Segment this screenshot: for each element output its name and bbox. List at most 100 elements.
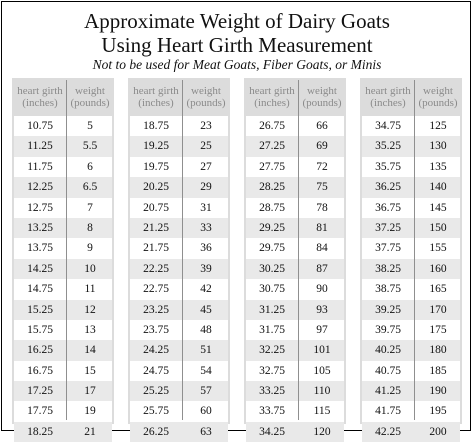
heart-girth-cell: 27.25	[259, 140, 285, 153]
heart-girth-cell: 18.75	[143, 120, 169, 132]
weight-cell: 10	[84, 262, 96, 275]
table-row: 31.25 93	[246, 299, 344, 320]
heart-girth-cell: 25.25	[143, 385, 169, 398]
heart-girth-cell: 11.25	[27, 140, 53, 153]
table-row: 15.75 13	[14, 319, 112, 341]
column-header-heart-girth: heart girth (inches)	[17, 85, 63, 109]
table-row: 17.25 17	[14, 381, 112, 402]
column-header-heart-girth: heart girth (inches)	[365, 85, 411, 109]
weight-cell: 90	[316, 283, 328, 296]
table-row: 12.75 7	[14, 197, 112, 218]
weight-cell: 69	[316, 140, 328, 153]
weight-cell: 48	[200, 323, 212, 336]
weight-cell: 195	[429, 405, 447, 418]
table-row: 21.25 33	[130, 217, 228, 239]
table-row: 17.75 19	[14, 401, 112, 422]
heart-girth-cell: 33.75	[259, 405, 285, 418]
weight-cell: 125	[429, 120, 447, 132]
heart-girth-cell: 40.75	[375, 364, 401, 377]
heart-girth-cell: 25.75	[143, 405, 169, 418]
heart-girth-cell: 42.25	[375, 425, 401, 438]
table-row: 20.25 29	[130, 177, 228, 198]
weight-cell: 21	[84, 425, 96, 438]
heart-girth-cell: 16.75	[27, 364, 53, 377]
table-row: 34.25 120	[246, 421, 344, 442]
table-row: 19.25 25	[130, 136, 228, 157]
page-title-line-2: Using Heart Girth Measurement	[101, 33, 373, 57]
heart-girth-cell: 26.75	[259, 120, 285, 132]
table-header: heart girth (inches) weight (pounds)	[360, 78, 462, 116]
table-row: 25.75 60	[130, 401, 228, 422]
heart-girth-cell: 39.75	[375, 323, 401, 336]
heart-girth-cell: 36.75	[375, 201, 401, 214]
weight-cell: 75	[316, 181, 328, 194]
column-divider	[182, 80, 183, 420]
heart-girth-cell: 26.25	[143, 425, 169, 438]
table-body: 18.75 23 19.25 25 19.75 27 20.25 29 20.75 31 21.25…	[130, 116, 228, 442]
column-divider	[414, 80, 415, 420]
column-header-weight: weight (pounds)	[70, 85, 110, 109]
heart-girth-cell: 32.75	[259, 364, 285, 377]
table-row: 38.25 160	[362, 258, 460, 280]
table-row: 26.25 63	[130, 421, 228, 442]
heart-girth-cell: 34.75	[375, 120, 401, 132]
table-row: 41.25 190	[362, 381, 460, 402]
column-header-heart-girth: heart girth (inches)	[133, 85, 179, 109]
weight-cell: 175	[429, 323, 447, 336]
table-panel-2: heart girth (inches) weight (pounds) 18.75…	[128, 78, 230, 442]
table-row: 40.75 185	[362, 360, 460, 382]
heart-girth-cell: 37.75	[375, 242, 401, 255]
table-row: 30.25 87	[246, 258, 344, 280]
table-row: 13.75 9	[14, 238, 112, 259]
heart-girth-cell: 35.75	[375, 160, 401, 173]
weight-cell: 130	[429, 140, 447, 153]
heart-girth-cell: 10.75	[27, 120, 53, 132]
heart-girth-cell: 21.75	[143, 242, 169, 255]
weight-cell: 33	[200, 221, 212, 234]
heart-girth-cell: 20.25	[143, 181, 169, 194]
heart-girth-cell: 32.25	[259, 344, 285, 357]
heart-girth-cell: 24.25	[143, 344, 169, 357]
weight-cell: 170	[429, 303, 447, 316]
weight-cell: 101	[313, 344, 331, 357]
table-row: 20.75 31	[130, 197, 228, 218]
table-row: 42.25 200	[362, 421, 460, 442]
table-row: 26.75 66	[246, 116, 344, 137]
table-row: 18.25 21	[14, 421, 112, 442]
weight-cell: 5.5	[82, 140, 98, 153]
column-header-weight: weight (pounds)	[418, 85, 458, 109]
weight-cell: 11	[84, 283, 96, 296]
table-row: 39.75 175	[362, 319, 460, 341]
table-header: heart girth (inches) weight (pounds)	[244, 78, 346, 116]
table-body: 26.75 66 27.25 69 27.75 72 28.25 75 28.75 78 29.25…	[246, 116, 344, 442]
heart-girth-cell: 14.75	[27, 283, 53, 296]
heart-girth-cell: 22.75	[143, 283, 169, 296]
heart-girth-cell: 41.25	[375, 385, 401, 398]
heart-girth-cell: 13.75	[27, 242, 53, 255]
table-row: 22.75 42	[130, 279, 228, 300]
heart-girth-cell: 12.25	[27, 181, 53, 194]
table-row: 14.25 10	[14, 258, 112, 280]
weight-cell: 160	[429, 262, 447, 275]
page-border	[1, 1, 471, 431]
weight-cell: 27	[200, 160, 212, 173]
weight-cell: 57	[200, 385, 212, 398]
table-row: 31.75 97	[246, 319, 344, 341]
column-header-weight: weight (pounds)	[186, 85, 226, 109]
page-subtitle: Not to be used for Meat Goats, Fiber Goa…	[92, 57, 382, 72]
heart-girth-cell: 23.25	[143, 303, 169, 316]
weight-cell: 25	[200, 140, 212, 153]
weight-cell: 120	[313, 425, 331, 438]
heart-girth-cell: 28.75	[259, 201, 285, 214]
table-row: 15.25 12	[14, 299, 112, 320]
table-row: 37.25 150	[362, 217, 460, 239]
table-row: 28.75 78	[246, 197, 344, 218]
table-panel-4: heart girth (inches) weight (pounds) 34.75…	[360, 78, 462, 442]
table-row: 23.75 48	[130, 319, 228, 341]
heart-girth-cell: 29.75	[259, 242, 285, 255]
column-header-heart-girth: heart girth (inches)	[249, 85, 295, 109]
weight-cell: 31	[200, 201, 212, 214]
table-row: 11.75 6	[14, 156, 112, 178]
weight-cell: 81	[316, 221, 328, 234]
table-row: 24.75 54	[130, 360, 228, 382]
